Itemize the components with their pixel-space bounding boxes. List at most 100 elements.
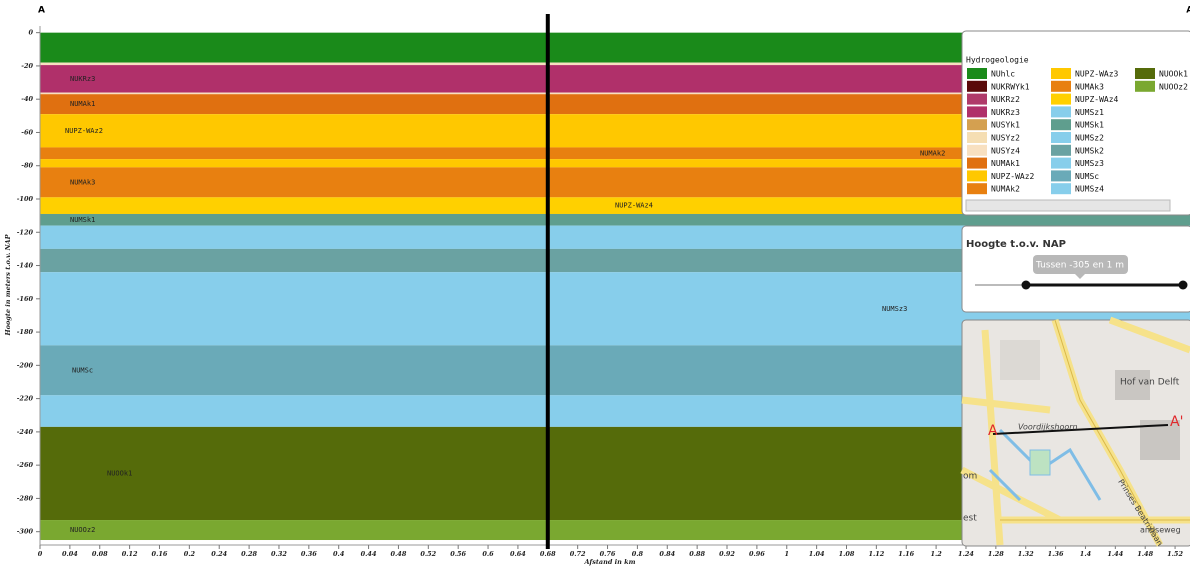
layer-label: NUMSk1 (70, 216, 95, 224)
layer-label: NUPZ-WAz2 (65, 127, 103, 135)
legend-swatch (1051, 80, 1071, 92)
map-label: andseweg (1140, 526, 1181, 535)
x-tick-label: 0.08 (92, 550, 108, 558)
map-end: A' (1170, 414, 1183, 430)
legend-swatch (1051, 170, 1071, 182)
x-tick-label: 0.76 (600, 550, 616, 558)
scrollbar[interactable] (965, 199, 1171, 212)
layer-label: NUMAk1 (70, 100, 95, 108)
legend-swatch (967, 68, 987, 79)
x-tick-label: 0.16 (152, 550, 168, 558)
map-label: om (963, 472, 977, 482)
legend-label: NUMAk3 (1075, 82, 1104, 91)
legend-label: NUMAk1 (991, 159, 1020, 168)
x-tick-label: 0.84 (659, 550, 675, 558)
y-tick-label: -180 (17, 328, 34, 336)
legend-label: NUKRz2 (991, 95, 1020, 104)
legend-swatch (1051, 183, 1071, 195)
x-tick-label: 1 (784, 550, 789, 558)
x-tick-label: 0.2 (184, 550, 196, 558)
layer (40, 248, 1190, 273)
legend-label: NUMAk2 (991, 185, 1020, 194)
layer (40, 213, 1190, 226)
y-tick-label: -40 (21, 95, 33, 103)
legend-label: NUPZ-WAz4 (1075, 95, 1119, 104)
layer-label: NUOOz2 (70, 526, 95, 534)
legend-label: NUMSz4 (1075, 185, 1104, 194)
y-tick-label: -260 (17, 461, 34, 469)
x-tick-label: 0.92 (719, 550, 735, 558)
legend-swatch (1051, 157, 1071, 169)
legend-swatch (1051, 93, 1071, 105)
legend-swatch (1051, 144, 1071, 156)
x-tick-label: 0.48 (391, 550, 407, 558)
legend-swatch (967, 183, 987, 195)
x-tick-label: 1.48 (1137, 550, 1153, 558)
map-label: est (963, 514, 977, 524)
legend-swatch (1135, 68, 1155, 79)
map-label: Voordijkshoorn (1018, 423, 1078, 432)
x-tick-label: 0.56 (450, 550, 466, 558)
slider-handle[interactable] (1021, 280, 1031, 290)
x-tick-label: 0.12 (122, 550, 138, 558)
x-tick-label: 0.64 (510, 550, 526, 558)
y-tick-label: -160 (17, 295, 34, 303)
legend-swatch (967, 144, 987, 156)
legend-swatch (967, 119, 987, 131)
layer (40, 147, 1190, 160)
x-tick-label: 1.2 (930, 550, 942, 558)
legend-panel (961, 30, 1190, 216)
section-end: A' (1186, 6, 1190, 16)
x-tick-label: 0.24 (211, 550, 227, 558)
y-tick-label: -80 (21, 162, 33, 170)
x-tick-label: 1.4 (1080, 550, 1092, 558)
x-tick-label: 0.96 (749, 550, 765, 558)
x-tick-label: 1.44 (1107, 550, 1123, 558)
legend-label: NUOOz2 (1159, 82, 1188, 91)
x-tick-label: 0.04 (62, 550, 78, 558)
legend-label: NUOOk1 (1159, 70, 1188, 79)
x-tick-label: 1.12 (868, 550, 884, 558)
legend-swatch (1051, 132, 1071, 143)
x-tick-label: 1.16 (898, 550, 914, 558)
slider-handle[interactable] (1178, 280, 1188, 290)
x-tick-label: 1.36 (1048, 550, 1064, 558)
legend-title: Hydrogeologie (966, 56, 1029, 65)
legend-swatch (1051, 68, 1071, 79)
layer (40, 520, 1190, 541)
slider-tooltip (1033, 255, 1128, 274)
legend-label: NUKRz3 (991, 108, 1020, 117)
layer (40, 92, 1190, 95)
y-tick-label: -60 (21, 128, 33, 136)
y-tick-label: -120 (17, 228, 34, 236)
layer-label: NUMAk2 (920, 149, 945, 157)
y-axis-title: Hoogte in meters t.o.v. NAP (4, 233, 12, 336)
legend-label: NUMSz1 (1075, 108, 1104, 117)
legend-swatch (967, 157, 987, 169)
legend-label: NUMSk1 (1075, 121, 1104, 130)
legend-label: NUSYk1 (991, 121, 1020, 130)
x-tick-label: 1.28 (988, 550, 1004, 558)
x-tick-label: 1.04 (809, 550, 825, 558)
x-tick-label: 0.8 (632, 550, 644, 558)
x-tick-label: 0.52 (420, 550, 436, 558)
legend-label: NUKRWYk1 (991, 82, 1030, 91)
y-tick-label: -300 (17, 528, 34, 536)
legend-swatch (967, 132, 987, 143)
x-tick-label: 0.72 (570, 550, 586, 558)
y-tick-label: 0 (28, 29, 33, 37)
map[interactable]: A A' Hof van Delft Voordijkshoorn Prinse… (960, 316, 1190, 548)
y-tick-label: -280 (17, 494, 34, 502)
x-tick-label: 1.32 (1018, 550, 1034, 558)
y-tick-label: -140 (17, 262, 34, 270)
legend-swatch (967, 93, 987, 105)
legend-label: NUMSz2 (1075, 134, 1104, 143)
legend-swatch (967, 170, 987, 182)
legend-swatch (967, 80, 987, 92)
y-tick-label: -20 (21, 62, 33, 70)
y-tick-label: -220 (17, 395, 34, 403)
legend-label: NUSYz2 (991, 134, 1020, 143)
legend: Hydrogeologie NUhlc NUKRWYk1 NUKRz2 NUKRz3 NU… (966, 56, 1188, 195)
legend-swatch (1051, 106, 1071, 118)
